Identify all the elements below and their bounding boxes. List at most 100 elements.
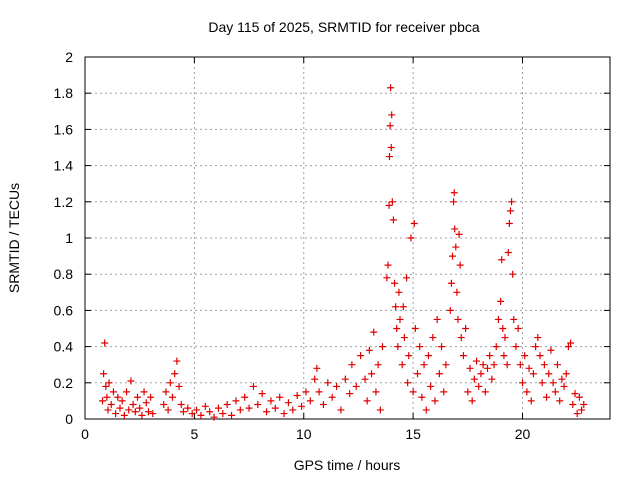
x-tick-label: 5: [190, 426, 198, 442]
data-point: [177, 401, 185, 409]
data-point: [184, 404, 192, 412]
data-point: [396, 315, 404, 323]
data-point: [558, 375, 566, 383]
data-point: [499, 325, 507, 332]
data-point: [311, 375, 319, 383]
data-point: [407, 234, 415, 242]
data-point: [140, 388, 148, 396]
data-point: [112, 410, 120, 418]
x-axis-label: GPS time / hours: [294, 457, 401, 473]
data-point: [532, 343, 540, 351]
data-point: [388, 198, 396, 206]
data-point: [501, 334, 509, 342]
data-point: [562, 370, 570, 378]
data-point: [504, 248, 512, 256]
data-point: [376, 406, 384, 414]
data-point: [363, 397, 371, 405]
data-point: [512, 343, 520, 351]
data-point: [547, 346, 555, 354]
data-point: [497, 297, 505, 305]
data-point: [241, 393, 249, 401]
data-point: [429, 334, 437, 342]
y-axis-ticks: 0 0.2 0.4 0.6 0.8 1 1.2 1.4 1.6 1.8 2: [54, 49, 610, 427]
y-tick-label: 1.8: [54, 85, 74, 101]
data-point: [245, 404, 253, 412]
data-point: [560, 382, 568, 390]
data-point: [567, 339, 575, 347]
data-point: [510, 315, 518, 323]
data-point: [219, 410, 227, 418]
data-point: [236, 406, 244, 414]
data-point: [315, 388, 323, 396]
data-point: [529, 370, 537, 378]
data-point: [536, 352, 544, 360]
data-point: [328, 393, 336, 401]
data-point: [545, 370, 553, 378]
data-point: [302, 388, 310, 396]
data-point: [348, 361, 356, 369]
data-point: [446, 306, 454, 314]
data-point: [370, 328, 378, 336]
data-point: [399, 303, 407, 311]
data-point: [149, 410, 157, 418]
data-point: [564, 343, 572, 351]
data-point: [385, 201, 393, 209]
data-point: [468, 397, 476, 405]
data-point: [280, 410, 288, 418]
data-point: [123, 388, 131, 396]
x-axis-ticks: 0 5 10 15 20: [81, 57, 530, 442]
data-point: [475, 382, 483, 390]
data-point: [470, 375, 478, 383]
data-point: [416, 343, 424, 351]
data-point: [120, 411, 128, 419]
data-point: [193, 406, 201, 414]
data-point: [395, 288, 403, 296]
data-point: [440, 388, 448, 396]
data-point: [505, 220, 513, 228]
data-point: [383, 274, 391, 282]
data-point: [206, 408, 214, 416]
data-point: [455, 230, 463, 238]
data-point: [569, 401, 577, 409]
data-point: [392, 303, 400, 311]
data-point: [160, 401, 168, 409]
data-point: [398, 361, 406, 369]
data-point: [514, 325, 522, 332]
data-point: [427, 382, 435, 390]
data-point: [543, 393, 551, 401]
x-tick-label: 10: [296, 426, 312, 442]
data-point: [462, 325, 470, 332]
data-point: [453, 288, 461, 296]
data-point: [540, 361, 548, 369]
data-point: [228, 411, 236, 419]
data-point: [521, 352, 529, 360]
data-point: [107, 401, 115, 409]
data-point: [447, 279, 455, 287]
data-point: [411, 325, 419, 332]
data-point: [450, 189, 458, 197]
data-point: [142, 399, 150, 407]
data-point: [118, 397, 126, 405]
data-point: [388, 111, 396, 119]
y-tick-label: 1: [65, 230, 73, 246]
data-point: [506, 207, 514, 215]
data-point: [456, 261, 464, 269]
data-point: [459, 352, 467, 360]
data-point: [368, 370, 376, 378]
data-point: [418, 393, 426, 401]
data-point: [479, 361, 487, 369]
data-point: [162, 388, 170, 396]
data-point: [341, 375, 349, 383]
data-point: [352, 382, 360, 390]
data-point: [403, 274, 411, 282]
data-point: [333, 382, 341, 390]
data-point: [578, 406, 586, 414]
data-point: [271, 404, 279, 412]
data-point: [306, 397, 314, 405]
data-point: [516, 361, 524, 369]
x-tick-label: 15: [405, 426, 421, 442]
x-tick-label: 0: [81, 426, 89, 442]
data-point: [534, 334, 542, 342]
data-point: [164, 406, 172, 414]
